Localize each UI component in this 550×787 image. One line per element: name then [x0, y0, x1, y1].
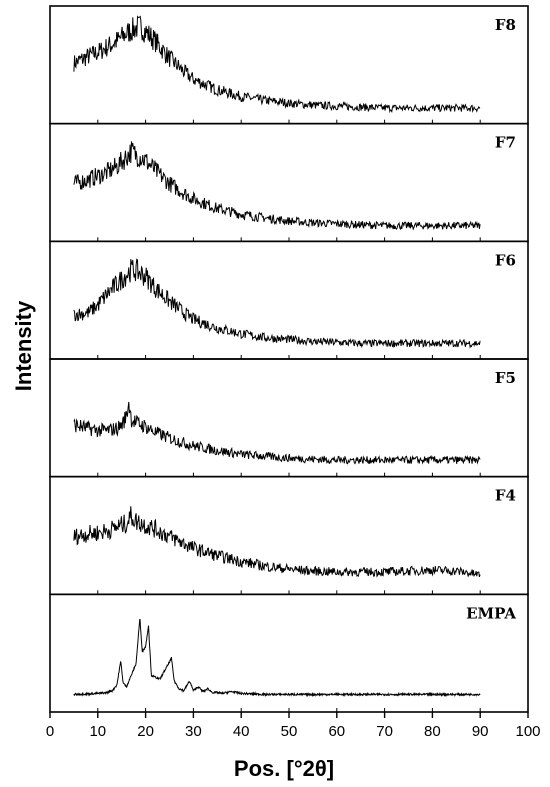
x-tick-label: 60 — [328, 723, 345, 740]
x-tick-label: 30 — [185, 723, 202, 740]
panel-frame — [49, 475, 529, 596]
x-tick-label: 50 — [281, 723, 298, 740]
trace-f5 — [73, 401, 481, 465]
trace-empa — [73, 618, 481, 698]
panel-empa: EMPA — [49, 593, 529, 713]
panels-layer: F8 F7 F6 F5 F4 EMPA — [49, 5, 529, 713]
y-axis-title: Intensity — [11, 300, 36, 391]
panel-label-f4: F4 — [495, 487, 516, 505]
panel-label-empa: EMPA — [466, 604, 516, 622]
x-tick-label: 20 — [137, 723, 154, 740]
x-tick-label: 10 — [89, 723, 106, 740]
panel-f5: F5 — [49, 358, 529, 478]
x-axis: 0 10 20 30 40 50 60 70 80 90 100 — [46, 712, 541, 740]
x-tick-label: 90 — [472, 723, 489, 740]
panel-label-f5: F5 — [495, 369, 516, 387]
panel-label-f7: F7 — [495, 134, 516, 152]
trace-f6 — [73, 258, 481, 349]
x-tick-label: 40 — [233, 723, 250, 740]
x-tick-label: 70 — [376, 723, 393, 740]
panel-f6: F6 — [49, 240, 529, 360]
panel-label-f6: F6 — [495, 251, 516, 269]
trace-f4 — [73, 506, 481, 578]
x-tick-label: 0 — [46, 723, 54, 740]
panel-f8: F8 — [49, 5, 529, 125]
x-tick-label: 100 — [515, 723, 540, 740]
trace-f7 — [73, 141, 481, 231]
panel-f4: F4 — [49, 475, 529, 596]
panel-f7: F7 — [49, 122, 529, 243]
x-tick-label: 80 — [424, 723, 441, 740]
trace-f8 — [73, 15, 481, 114]
panel-label-f8: F8 — [495, 16, 516, 34]
x-axis-title: Pos. [°2θ] — [234, 756, 334, 781]
